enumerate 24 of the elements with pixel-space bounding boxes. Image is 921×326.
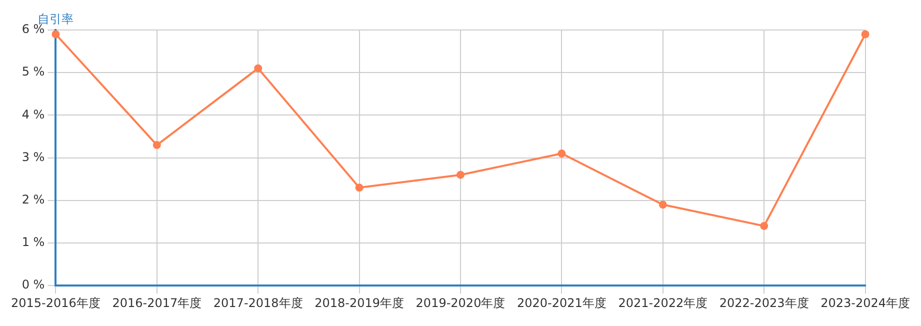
x-tick-label: 2021-2022年度 [618,296,708,310]
point [558,150,566,158]
point [254,64,262,72]
x-tick-label: 2023-2024年度 [820,296,910,310]
point [456,170,464,179]
point [658,200,667,209]
point [760,222,768,230]
x-tick-label: 2016-2017年度 [112,296,202,310]
point [355,184,364,192]
point [861,30,870,38]
x-tick-label: 2022-2023年度 [719,296,809,310]
y-tick-label: 4 % [22,107,45,122]
y-tick-label: 0 % [22,278,45,292]
x-tick-label: 2019-2020年度 [416,296,506,310]
x-tick-label: 2018-2019年度 [314,296,404,310]
y-tick-label: 5 % [22,64,45,79]
x-tick-label: 2020-2021年度 [516,296,606,310]
y-tick-label: 2 % [22,192,45,207]
point [152,141,161,150]
point [52,30,60,38]
x-tick-label: 2017-2018年度 [213,296,303,310]
y-tick-label: 1 % [22,235,45,250]
y-tick-label: 3 % [22,150,45,164]
x-tick-label: 2015-2016年度 [10,296,100,310]
